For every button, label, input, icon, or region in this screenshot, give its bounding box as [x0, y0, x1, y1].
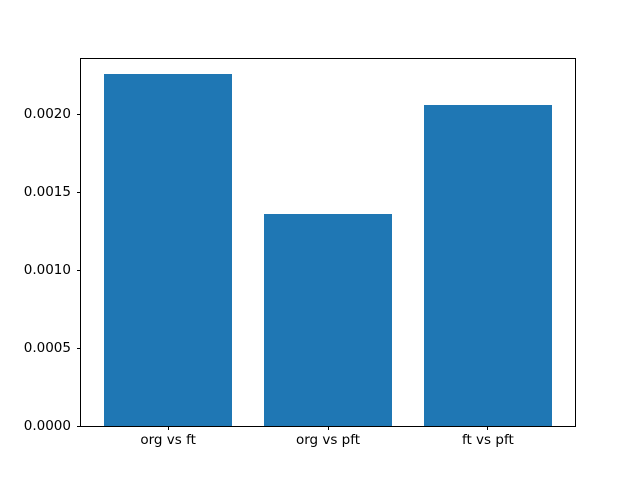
- y-tick-label: 0.0020: [23, 105, 71, 122]
- y-tick-mark: [77, 269, 81, 271]
- y-tick-mark: [77, 347, 81, 349]
- x-tick-label: org vs pft: [295, 432, 361, 449]
- x-tick-mark: [487, 426, 489, 431]
- y-tick-label: 0.0010: [23, 261, 71, 278]
- y-tick-label: 0.0005: [23, 339, 71, 356]
- y-tick-mark: [77, 192, 81, 194]
- y-tick-label: 0.0015: [23, 183, 71, 200]
- y-tick-mark: [77, 425, 81, 427]
- bar: [264, 214, 392, 427]
- bar: [423, 105, 552, 427]
- x-tick-mark: [167, 426, 169, 431]
- x-tick-label: ft vs pft: [461, 432, 514, 449]
- bars-layer: [81, 59, 575, 427]
- x-tick-mark: [327, 426, 329, 431]
- x-tick-label: org vs ft: [140, 432, 196, 449]
- y-tick-label: 0.0000: [23, 417, 71, 434]
- plot-area: 0.0000 0.0005 0.0010 0.0015 0.0020 org vs ft o…: [24, 57, 576, 447]
- bar: [104, 74, 233, 427]
- y-tick-mark: [77, 114, 81, 116]
